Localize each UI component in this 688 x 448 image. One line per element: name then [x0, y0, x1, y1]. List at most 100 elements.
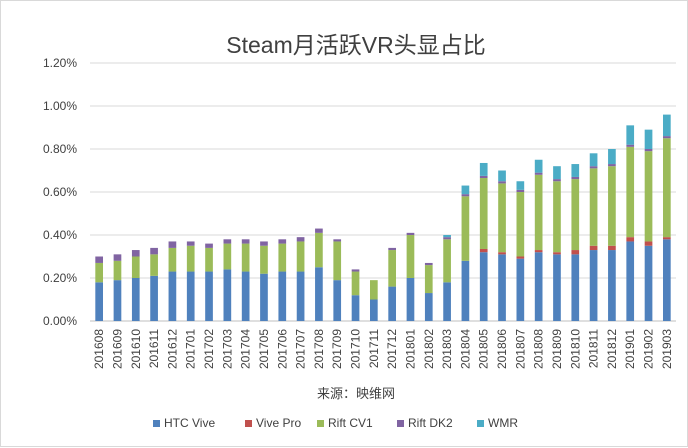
- bar-segment: [95, 256, 104, 263]
- x-tick-label: 201809: [550, 329, 564, 369]
- bar-segment: [589, 245, 598, 251]
- bar-segment: [571, 164, 580, 177]
- bar-segment: [608, 164, 616, 167]
- bar-segment: [516, 258, 525, 321]
- bar-segment: [443, 237, 451, 240]
- bar-segment: [534, 252, 543, 321]
- bars: [95, 114, 671, 321]
- bar-segment: [644, 129, 653, 149]
- bar-segment: [553, 179, 561, 182]
- bar-segment: [351, 269, 360, 272]
- y-tick-label: 0.00%: [43, 314, 77, 328]
- bar-segment: [205, 247, 213, 272]
- bar-segment: [150, 247, 158, 255]
- bar-segment: [644, 245, 653, 321]
- x-tick-label: 201712: [385, 329, 399, 369]
- bar-segment: [296, 237, 305, 242]
- bar-segment: [662, 239, 671, 321]
- bar-segment: [626, 146, 635, 238]
- x-tick-label: 201706: [275, 329, 289, 369]
- bar-segment: [205, 243, 213, 248]
- bar-segment: [95, 282, 104, 321]
- x-tick-label: 201609: [110, 329, 124, 369]
- bar-segment: [498, 181, 506, 184]
- bar-segment: [351, 295, 360, 321]
- bar-segment: [388, 250, 397, 287]
- bar-segment: [589, 168, 598, 246]
- bar-segment: [351, 271, 360, 296]
- x-tick-label: 201902: [642, 329, 656, 369]
- x-tick-label: 201705: [257, 329, 271, 369]
- bar-segment: [498, 170, 506, 182]
- bar-segment: [278, 243, 287, 272]
- bar-segment: [516, 189, 525, 192]
- bar-segment: [516, 181, 525, 190]
- bar-segment: [186, 241, 195, 246]
- y-tick-label: 0.80%: [43, 142, 77, 156]
- bar-segment: [443, 239, 451, 283]
- x-tick-label: 201704: [239, 329, 253, 369]
- x-tick-label: 201709: [330, 329, 344, 369]
- bar-segment: [479, 178, 488, 249]
- bar-segment: [498, 254, 506, 321]
- x-tick-label: 201812: [605, 329, 619, 369]
- bar-segment: [461, 260, 470, 321]
- bar-segment: [553, 166, 561, 180]
- bar-segment: [241, 239, 250, 244]
- bar-segment: [369, 299, 378, 321]
- bar-segment: [589, 166, 598, 169]
- x-tick-label: 201612: [165, 329, 179, 369]
- bar-segment: [388, 286, 397, 321]
- y-axis-ticks: 0.00% 0.20% 0.40% 0.60% 0.80% 1.00% 1.20%: [43, 56, 77, 328]
- bar-segment: [498, 252, 506, 255]
- bar-segment: [534, 159, 543, 173]
- x-tick-label: 201804: [458, 329, 472, 369]
- bar-segment: [131, 250, 140, 257]
- chart-title: Steam月活跃VR头显占比: [226, 32, 485, 58]
- bar-segment: [571, 250, 580, 255]
- bar-segment: [571, 179, 580, 251]
- bar-segment: [260, 245, 268, 274]
- bar-segment: [223, 243, 232, 270]
- bar-segment: [461, 185, 470, 195]
- x-tick-label: 201802: [422, 329, 436, 369]
- legend-label: Rift CV1: [328, 416, 373, 430]
- legend-swatch: [477, 420, 484, 427]
- bar-segment: [223, 239, 232, 244]
- bar-segment: [296, 241, 305, 272]
- bar-segment: [662, 237, 671, 240]
- bar-segment: [168, 271, 177, 321]
- x-tick-label: 201608: [92, 329, 106, 369]
- bar-segment: [315, 228, 323, 233]
- legend-label: Rift DK2: [408, 416, 453, 430]
- bar-segment: [479, 252, 488, 321]
- x-tick-label: 201801: [403, 329, 417, 369]
- bar-segment: [388, 247, 397, 251]
- bar-segment: [608, 149, 616, 165]
- legend-swatch: [245, 420, 252, 427]
- legend-swatch: [153, 420, 160, 427]
- bar-segment: [608, 245, 616, 251]
- y-tick-label: 0.40%: [43, 228, 77, 242]
- x-tick-label: 201803: [440, 329, 454, 369]
- bar-segment: [406, 278, 415, 321]
- bar-segment: [333, 280, 342, 321]
- bar-segment: [424, 262, 433, 266]
- legend-label: WMR: [488, 416, 518, 430]
- y-tick-label: 1.20%: [43, 56, 77, 70]
- bar-segment: [608, 250, 616, 321]
- bar-segment: [479, 248, 488, 253]
- y-tick-label: 0.60%: [43, 185, 77, 199]
- bar-segment: [626, 241, 635, 321]
- x-tick-label: 201903: [660, 329, 674, 369]
- bar-segment: [113, 280, 122, 321]
- bar-segment: [443, 282, 451, 321]
- bar-segment: [333, 241, 342, 281]
- legend-label: HTC Vive: [164, 416, 215, 430]
- bar-segment: [406, 232, 415, 235]
- bar-segment: [369, 280, 378, 300]
- bar-segment: [479, 162, 488, 176]
- x-tick-label: 201610: [129, 329, 143, 369]
- legend-swatch: [397, 420, 404, 427]
- bar-segment: [608, 166, 616, 246]
